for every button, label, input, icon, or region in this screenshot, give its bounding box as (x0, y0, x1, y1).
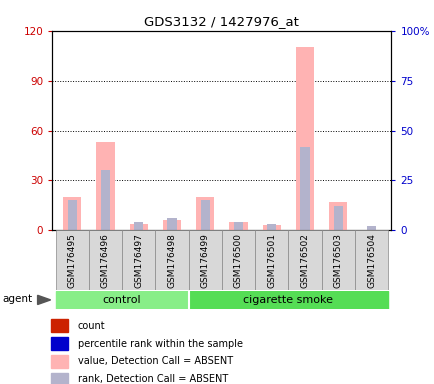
Bar (333, 207, 342, 230)
Bar (266, 224, 276, 230)
Text: value, Detection Call = ABSENT: value, Detection Call = ABSENT (78, 356, 233, 366)
Text: control: control (102, 295, 141, 305)
FancyBboxPatch shape (155, 230, 188, 290)
Bar (101, 170, 110, 230)
FancyBboxPatch shape (122, 230, 155, 290)
FancyBboxPatch shape (354, 230, 387, 290)
Bar (51, 337, 68, 350)
Text: rank, Detection Call = ABSENT: rank, Detection Call = ABSENT (78, 374, 228, 384)
Bar (200, 200, 209, 230)
Text: cigarette smoke: cigarette smoke (243, 295, 332, 305)
Text: GSM176500: GSM176500 (233, 233, 243, 288)
FancyBboxPatch shape (56, 230, 89, 290)
Bar (295, 47, 313, 230)
Polygon shape (37, 295, 50, 305)
Bar (229, 222, 247, 230)
Text: GSM176504: GSM176504 (366, 233, 375, 288)
Bar (56, 291, 188, 309)
Text: GSM176495: GSM176495 (68, 233, 76, 288)
FancyBboxPatch shape (188, 230, 221, 290)
FancyBboxPatch shape (254, 230, 288, 290)
Text: count: count (78, 321, 105, 331)
Bar (129, 224, 148, 230)
Bar (188, 291, 387, 309)
Bar (51, 355, 68, 367)
Text: agent: agent (3, 294, 33, 304)
Text: GSM176496: GSM176496 (101, 233, 110, 288)
FancyBboxPatch shape (288, 230, 321, 290)
Text: GSM176498: GSM176498 (167, 233, 176, 288)
Title: GDS3132 / 1427976_at: GDS3132 / 1427976_at (144, 15, 299, 28)
Text: GSM176499: GSM176499 (200, 233, 209, 288)
Bar (233, 222, 243, 230)
Text: GSM176501: GSM176501 (266, 233, 276, 288)
Bar (262, 225, 280, 230)
Bar (51, 319, 68, 332)
Bar (196, 197, 214, 230)
FancyBboxPatch shape (89, 230, 122, 290)
Bar (63, 197, 81, 230)
FancyBboxPatch shape (321, 230, 354, 290)
Bar (134, 222, 143, 230)
Bar (51, 372, 68, 384)
Bar (299, 147, 309, 230)
Bar (67, 200, 77, 230)
Bar (167, 218, 176, 230)
FancyBboxPatch shape (221, 230, 254, 290)
Text: GSM176503: GSM176503 (333, 233, 342, 288)
Bar (162, 220, 181, 230)
Text: GSM176502: GSM176502 (300, 233, 309, 288)
Bar (366, 227, 375, 230)
Bar (96, 142, 114, 230)
Text: percentile rank within the sample: percentile rank within the sample (78, 339, 243, 349)
Text: GSM176497: GSM176497 (134, 233, 143, 288)
Bar (329, 202, 347, 230)
